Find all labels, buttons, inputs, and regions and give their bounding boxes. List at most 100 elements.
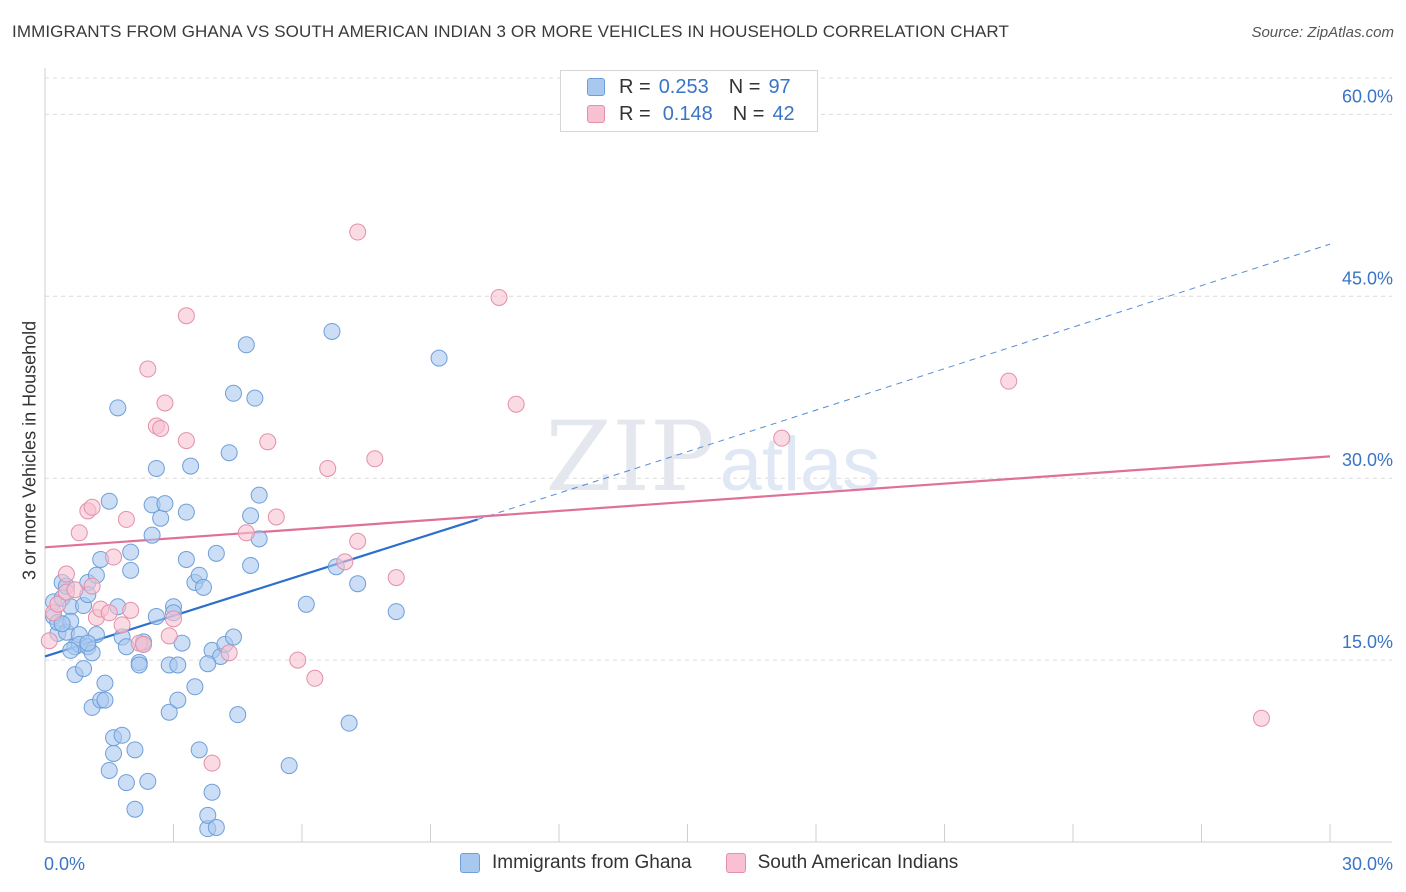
ghana-point xyxy=(122,561,140,579)
south-american-point xyxy=(319,459,337,477)
ghana-point xyxy=(430,349,448,367)
ghana-point xyxy=(246,389,264,407)
south-american-point xyxy=(156,394,174,412)
ghana-point xyxy=(96,674,114,692)
ghana-point xyxy=(207,818,225,836)
watermark-zip: ZIP xyxy=(545,401,714,513)
south-american-point xyxy=(160,627,178,645)
south-american-point xyxy=(139,360,157,378)
south-american-point xyxy=(177,432,195,450)
series-legend-south-american: South American Indians xyxy=(725,852,959,874)
ghana-point xyxy=(203,783,221,801)
series-label-south-american: South American Indians xyxy=(757,852,959,873)
ghana-point xyxy=(62,641,80,659)
ghana-point xyxy=(220,444,238,462)
ghana-point xyxy=(229,706,247,724)
watermark: ZIP atlas xyxy=(545,401,880,513)
south-american-point xyxy=(773,429,791,447)
ghana-point xyxy=(105,744,123,762)
ghana-point xyxy=(130,656,148,674)
ghana-point xyxy=(147,607,165,625)
legend-n-label: N = xyxy=(728,75,761,98)
y-tick-label: 45.0% xyxy=(1342,268,1393,288)
y-tick-label: 60.0% xyxy=(1342,86,1393,106)
ghana-point xyxy=(152,509,170,527)
south-american-point xyxy=(349,223,367,241)
legend-swatch-south-american xyxy=(587,105,605,123)
axes xyxy=(44,68,1392,843)
ghana-point xyxy=(194,578,212,596)
series-swatch-south-american xyxy=(725,853,746,873)
south-american-point xyxy=(177,307,195,325)
south-american-point xyxy=(507,395,525,413)
ghana-point xyxy=(100,761,118,779)
ghana-point xyxy=(387,603,405,621)
south-american-point xyxy=(490,288,508,306)
chart-title: IMMIGRANTS FROM GHANA VS SOUTH AMERICAN … xyxy=(12,22,1009,41)
south-american-point xyxy=(1000,372,1018,390)
ghana-point xyxy=(190,741,208,759)
ghana-point xyxy=(169,656,187,674)
ghana-point xyxy=(113,726,131,744)
ghana-point xyxy=(224,628,242,646)
south-american-point xyxy=(40,632,58,650)
series-label-ghana: Immigrants from Ghana xyxy=(492,852,692,873)
ghana-point xyxy=(323,322,341,340)
legend-r-label: R = xyxy=(619,75,651,98)
stats-legend-row-ghana: R = 0.253 N = 97 xyxy=(587,75,791,99)
ghana-point xyxy=(186,678,204,696)
ghana-point xyxy=(169,691,187,709)
south-american-point xyxy=(203,754,221,772)
south-american-point xyxy=(105,548,123,566)
south-american-point xyxy=(349,532,367,550)
ghana-point xyxy=(100,492,118,510)
stats-legend-row-south-american: R = 0.148 N = 42 xyxy=(587,102,795,126)
legend-n-label: N = xyxy=(732,102,765,125)
south-american-point xyxy=(49,595,67,613)
legend-r-value: 0.148 xyxy=(662,102,713,125)
south-american-point xyxy=(66,581,84,599)
south-american-point xyxy=(70,524,88,542)
ghana-point xyxy=(199,655,217,673)
ghana-point xyxy=(182,457,200,475)
ghana-point xyxy=(109,399,127,417)
south-american-point xyxy=(387,569,405,587)
ghana-point xyxy=(139,772,157,790)
south-american-point xyxy=(100,604,118,622)
stats-legend: R = 0.253 N = 97 R = 0.148 N = 42 xyxy=(560,70,818,132)
south-american-point xyxy=(57,565,75,583)
south-american-point xyxy=(122,601,140,619)
y-axis-label: 3 or more Vehicles in Household xyxy=(19,320,40,580)
ghana-point xyxy=(207,544,225,562)
ghana-point xyxy=(237,336,255,354)
south-american-point xyxy=(83,577,101,595)
south-american-point xyxy=(135,635,153,653)
x-tick-label: 0.0% xyxy=(44,854,85,874)
ghana-point xyxy=(349,575,367,593)
legend-n-value: 97 xyxy=(768,75,791,98)
ghana-point xyxy=(96,691,114,709)
ghana-point xyxy=(280,757,298,775)
south-american-point xyxy=(259,433,277,451)
ghana-point xyxy=(242,557,260,575)
ghana-point xyxy=(143,526,161,544)
ghana-point xyxy=(126,800,144,818)
ghana-point xyxy=(173,634,191,652)
data-points xyxy=(40,223,1270,838)
south-american-point xyxy=(113,616,131,634)
ghana-point xyxy=(177,503,195,521)
legend-r-label: R = xyxy=(619,102,651,125)
legend-r-value: 0.253 xyxy=(658,75,709,98)
ghana-point xyxy=(199,806,217,824)
south-american-point xyxy=(220,644,238,662)
ghana-point xyxy=(126,741,144,759)
south-american-point xyxy=(165,610,182,628)
south-american-point xyxy=(336,553,354,571)
ghana-point xyxy=(242,507,260,525)
south-american-point xyxy=(306,669,324,687)
chart-source: Source: ZipAtlas.com xyxy=(1251,24,1394,41)
ghana-point xyxy=(340,714,358,732)
ghana-point xyxy=(117,774,135,792)
ghana-point xyxy=(160,703,178,721)
x-tick-label: 30.0% xyxy=(1342,854,1393,874)
